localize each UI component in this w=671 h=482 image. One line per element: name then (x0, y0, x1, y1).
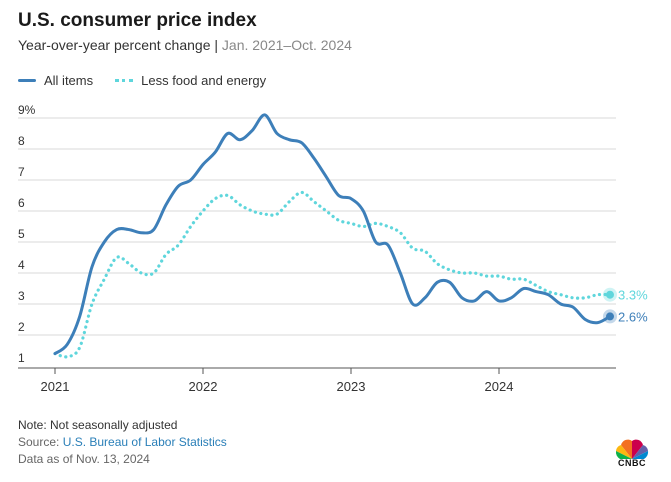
end-label-core: 3.3% (618, 288, 648, 303)
y-tick-label: 8 (18, 134, 25, 148)
chart-subtitle: Year-over-year percent change | Jan. 202… (18, 37, 352, 53)
subtitle-main: Year-over-year percent change | (18, 37, 222, 53)
x-tick-label: 2023 (337, 379, 366, 394)
footer-source-prefix: Source: (18, 435, 63, 449)
footer-note: Note: Not seasonally adjusted (18, 418, 178, 432)
subtitle-range: Jan. 2021–Oct. 2024 (221, 37, 352, 53)
series-line-all-items (53, 113, 612, 356)
y-tick-label: 7 (18, 165, 25, 179)
legend-label-all-items: All items (44, 73, 94, 88)
x-tick-label: 2024 (485, 379, 514, 394)
y-tick-label: 6 (18, 196, 25, 210)
logo-text: CNBC (618, 458, 646, 468)
legend-label-core: Less food and energy (141, 73, 267, 88)
y-tick-label: 3 (18, 289, 25, 303)
chart-legend: All items Less food and energy (18, 73, 288, 88)
peacock-logo-icon (615, 439, 649, 459)
end-label-all-items: 2.6% (618, 309, 648, 324)
legend-item-all-items: All items (18, 73, 93, 88)
cpi-line-chart: 9% 8 7 6 5 4 3 2 1 2021 2022 2023 2024 3.3% 2.6% (18, 103, 648, 394)
end-point-core (606, 290, 614, 299)
series-line-core (53, 190, 612, 359)
y-tick-label: 5 (18, 227, 25, 241)
chart-title: U.S. consumer price index (18, 10, 257, 31)
y-tick-label: 9% (18, 103, 36, 117)
end-point-all-items (606, 312, 614, 321)
x-tick-label: 2021 (41, 379, 70, 394)
y-tick-label: 2 (18, 320, 25, 334)
legend-swatch-core (115, 79, 134, 82)
footer-data-date: Data as of Nov. 13, 2024 (18, 452, 150, 466)
legend-item-core: Less food and energy (115, 73, 266, 88)
footer-source-link[interactable]: U.S. Bureau of Labor Statistics (62, 435, 227, 449)
y-tick-label: 1 (18, 351, 25, 365)
footer-source: Source: U.S. Bureau of Labor Statistics (18, 435, 227, 449)
y-tick-label: 4 (18, 258, 25, 272)
legend-swatch-all-items (18, 79, 36, 82)
x-tick-label: 2022 (189, 379, 218, 394)
